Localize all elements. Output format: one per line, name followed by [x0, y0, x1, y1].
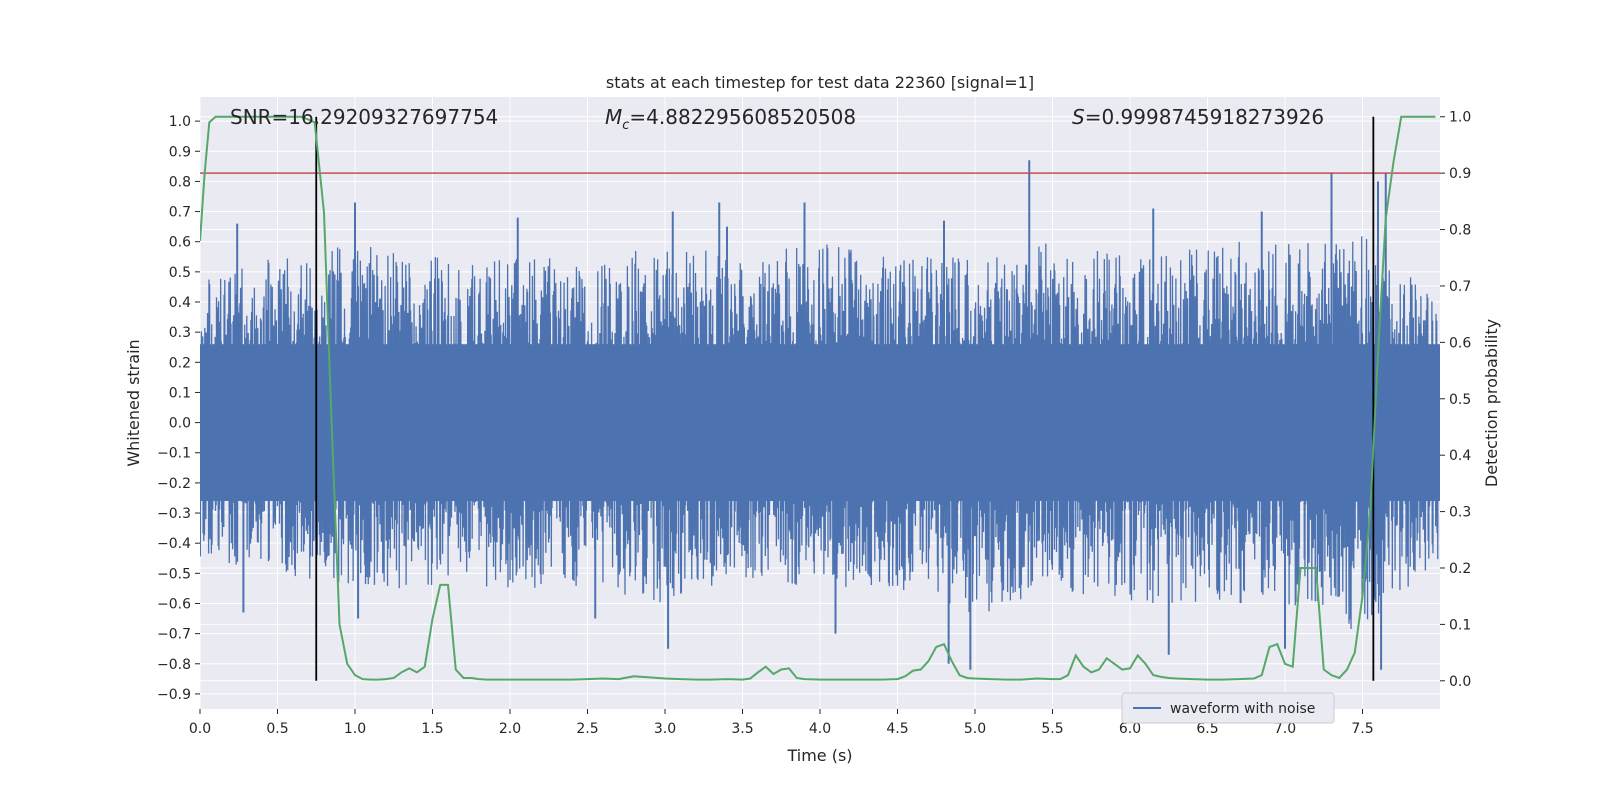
chirp-mass-subscript: c: [622, 118, 629, 133]
tick-label-x: 2.0: [499, 721, 521, 737]
tick-label-left: −0.5: [157, 566, 191, 582]
right-axis: 1.0 0.9 0.8 0.7 0.6 0.5 0.4 0.3 0.2 0.1 0.0: [1440, 110, 1471, 690]
waveform-core: [200, 344, 1440, 501]
tick-label-left: −0.8: [157, 657, 191, 673]
legend-entry: waveform with noise: [1170, 701, 1315, 717]
tick-label-x: 7.5: [1351, 721, 1373, 737]
tick-label-x: 1.0: [344, 721, 366, 737]
tick-label-right: 0.8: [1449, 223, 1471, 239]
tick-label-x: 3.5: [731, 721, 753, 737]
tick-label-x: 7.0: [1274, 721, 1296, 737]
snr-annotation: SNR=16.29209327697754: [230, 105, 498, 129]
tick-label-x: 1.5: [421, 721, 443, 737]
tick-label-right: 0.1: [1449, 617, 1471, 633]
tick-label-left: 0.7: [169, 205, 191, 221]
chirp-mass-symbol: M: [605, 105, 622, 129]
tick-label-right: 0.2: [1449, 561, 1471, 577]
tick-label-left: 0.6: [169, 235, 191, 251]
tick-label-right: 0.6: [1449, 335, 1471, 351]
chirp-mass-annotation: Mc=4.882295608520508: [605, 105, 856, 133]
tick-label-x: 0.5: [266, 721, 288, 737]
waveform-series: [200, 160, 1440, 670]
tick-label-left: 0.0: [169, 416, 191, 432]
tick-label-x: 6.5: [1196, 721, 1218, 737]
chart-title: stats at each timestep for test data 223…: [606, 73, 1034, 92]
tick-label-right: 1.0: [1449, 110, 1471, 126]
tick-label-left: 1.0: [169, 114, 191, 130]
tick-label-left: 0.2: [169, 355, 191, 371]
tick-label-left: 0.8: [169, 174, 191, 190]
tick-label-left: 0.3: [169, 325, 191, 341]
tick-label-left: −0.9: [157, 687, 191, 703]
tick-label-x: 5.0: [964, 721, 986, 737]
tick-label-left: 0.4: [169, 295, 191, 311]
tick-label-right: 0.4: [1449, 448, 1471, 464]
tick-label-left: −0.6: [157, 596, 191, 612]
tick-label-left: −0.2: [157, 476, 191, 492]
tick-label-x: 4.5: [886, 721, 908, 737]
tick-label-right: 0.5: [1449, 392, 1471, 408]
tick-label-left: −0.3: [157, 506, 191, 522]
legend: waveform with noise: [1121, 692, 1335, 724]
score-annotation: S=0.9998745918273926: [1072, 105, 1324, 129]
tick-label-x: 5.5: [1041, 721, 1063, 737]
tick-label-left: 0.1: [169, 385, 191, 401]
tick-label-left: −0.7: [157, 627, 191, 643]
tick-label-x: 3.0: [654, 721, 676, 737]
tick-label-right: 0.3: [1449, 505, 1471, 521]
tick-label-right: 0.7: [1449, 279, 1471, 295]
left-axis: 1.0 0.9 0.8 0.7 0.6 0.5 0.4 0.3 0.2 0.1 0.0 −0.1 −0.…: [157, 114, 200, 703]
y-axis-label-left: Whitened strain: [124, 339, 143, 466]
tick-label-x: 0.0: [189, 721, 211, 737]
tick-label-left: 0.5: [169, 265, 191, 281]
x-axis-label: Time (s): [786, 746, 852, 765]
tick-label-left: −0.4: [157, 536, 191, 552]
tick-label-left: 0.9: [169, 144, 191, 160]
x-axis: 0.0 0.5 1.0 1.5 2.0 2.5 3.0 3.5 4.0 4.5 5.0 5.5 6.0 6…: [189, 709, 1374, 737]
tick-label-right: 0.0: [1449, 674, 1471, 690]
tick-label-x: 6.0: [1119, 721, 1141, 737]
detection-probability-line: [200, 115, 1436, 681]
y-axis-label-right: Detection probability: [1482, 319, 1501, 487]
chirp-mass-value: =4.882295608520508: [629, 105, 856, 129]
score-symbol: S: [1072, 105, 1085, 129]
tick-label-x: 4.0: [809, 721, 831, 737]
tick-label-right: 0.9: [1449, 166, 1471, 182]
legend-box: [1121, 692, 1335, 724]
overlay-lines: [200, 115, 1440, 681]
tick-label-x: 2.5: [576, 721, 598, 737]
tick-label-left: −0.1: [157, 446, 191, 462]
score-value: =0.9998745918273926: [1085, 105, 1324, 129]
